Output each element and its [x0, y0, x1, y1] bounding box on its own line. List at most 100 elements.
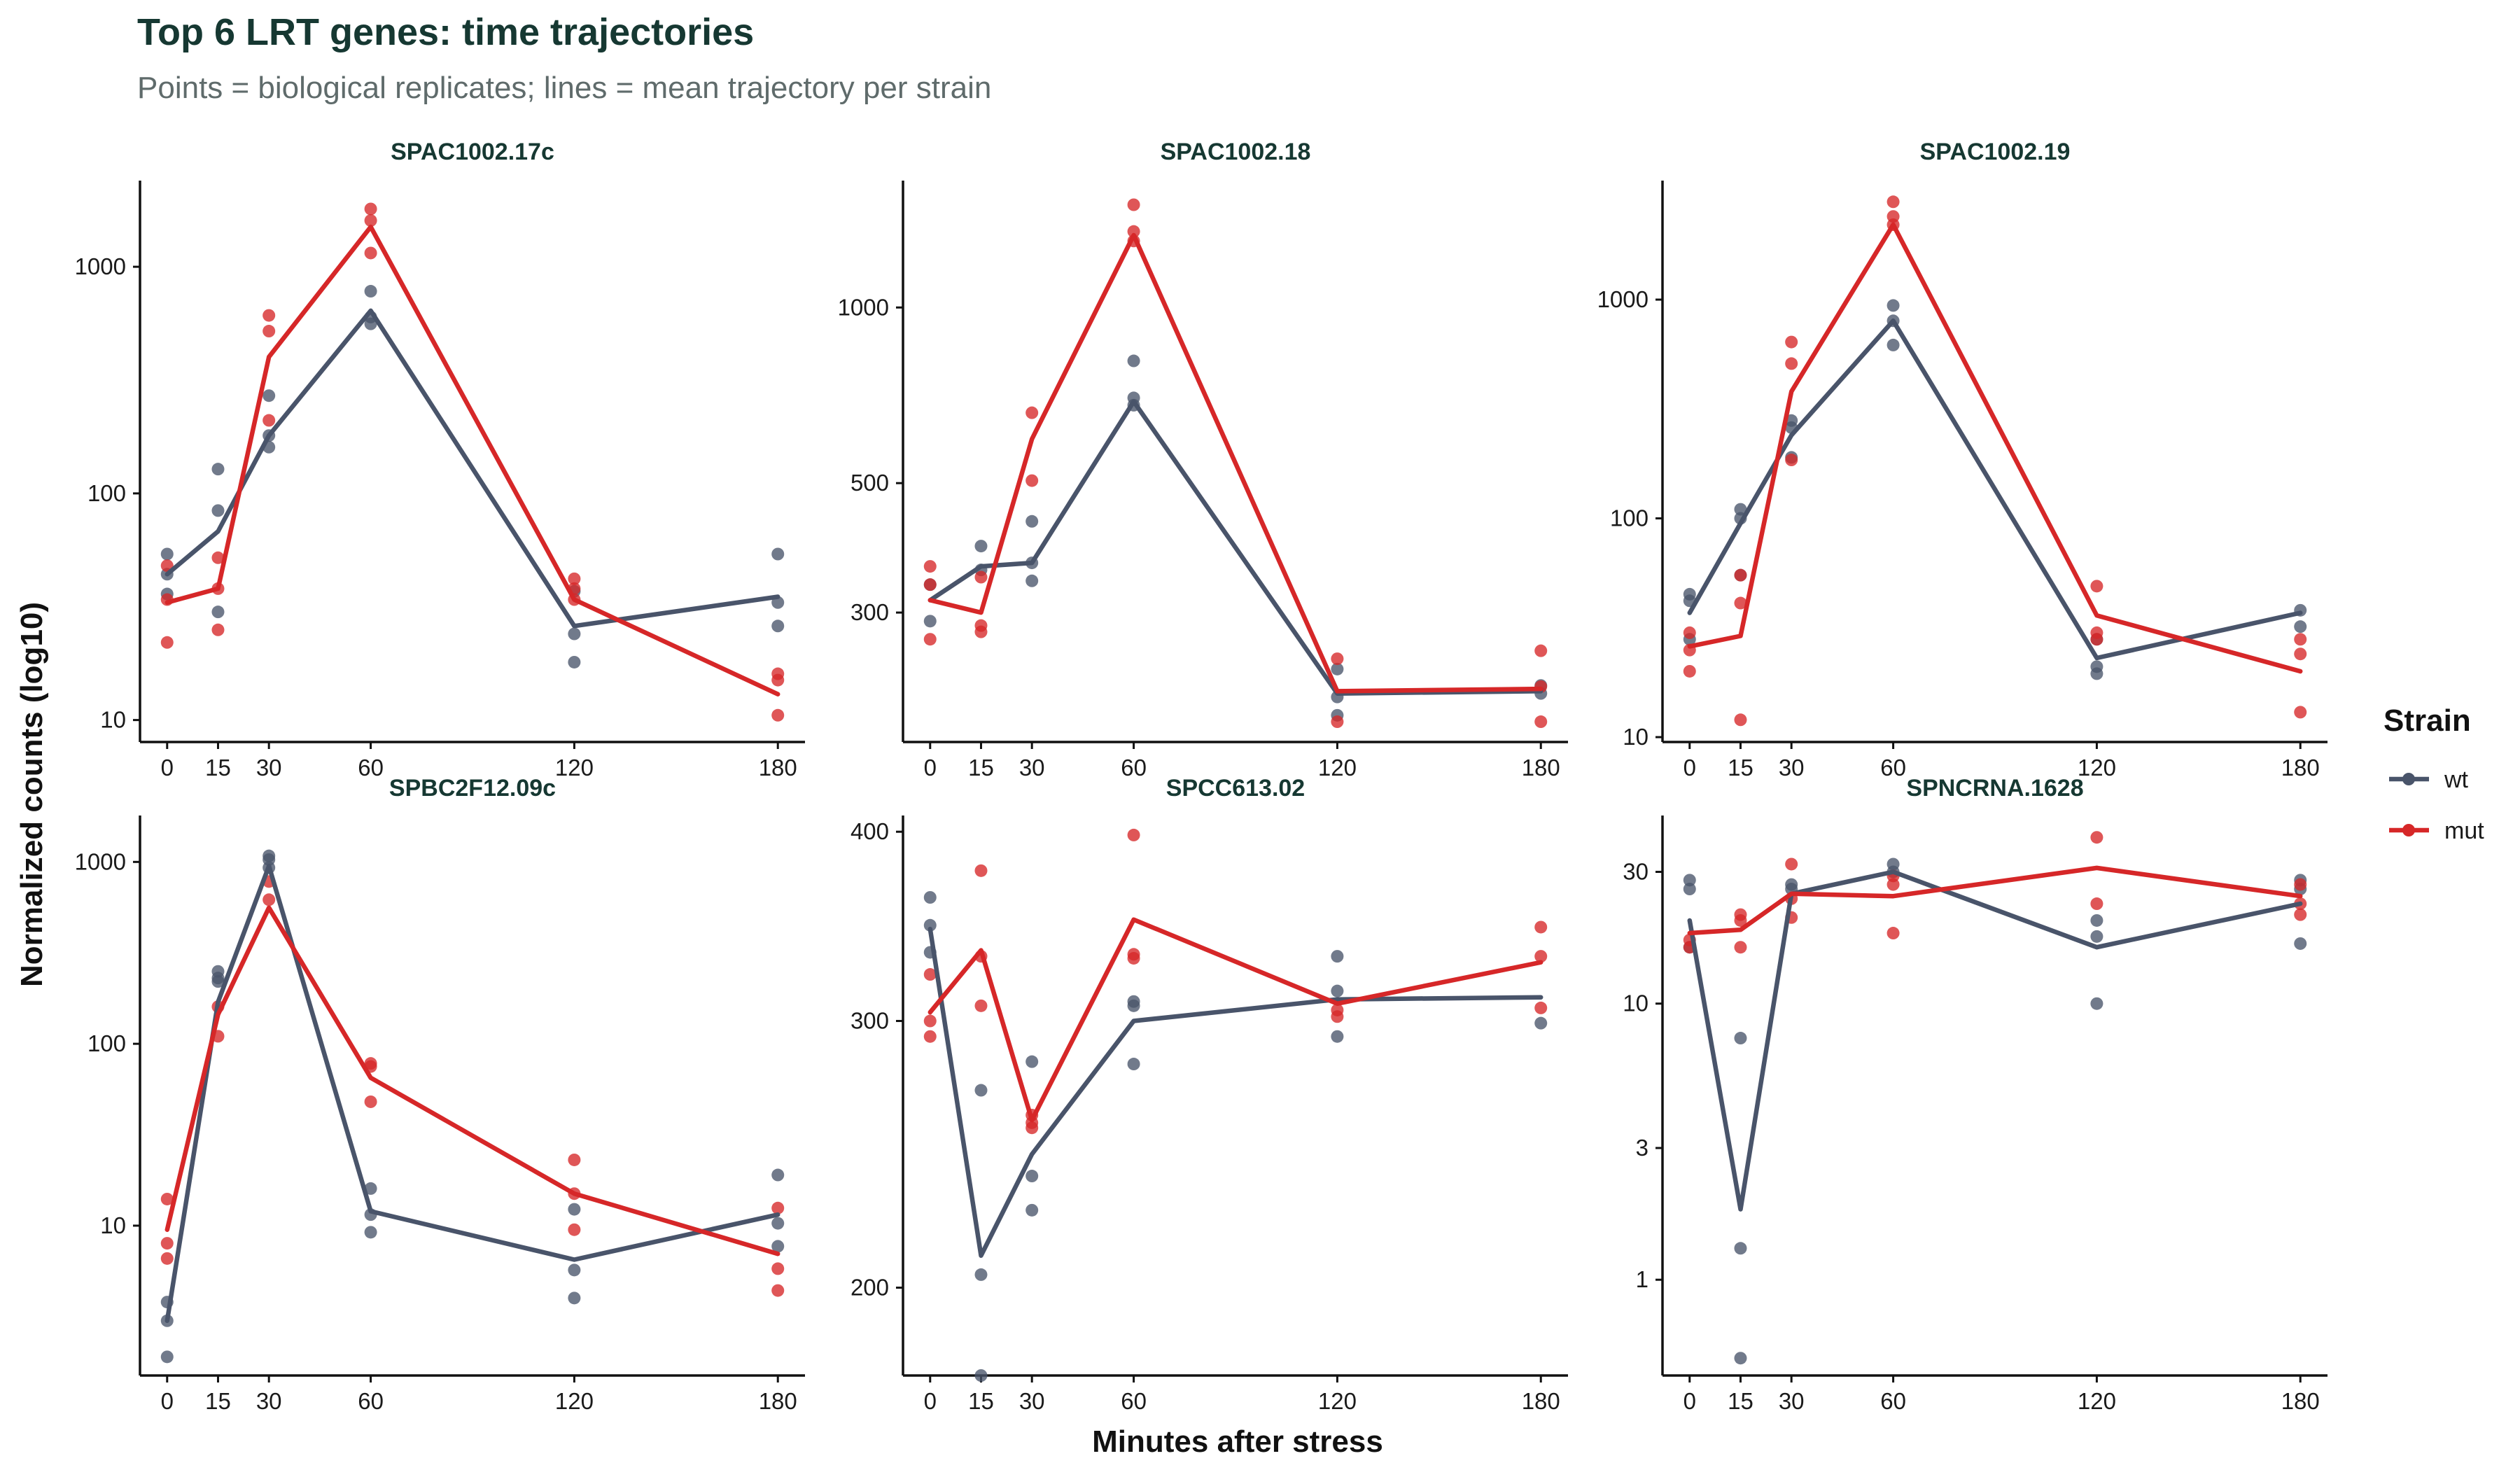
- replicate-point-mut: [364, 202, 377, 216]
- mean-line-wt: [927, 399, 1544, 696]
- x-tick-label: 15: [1728, 1388, 1754, 1414]
- replicate-point-wt: [364, 285, 377, 298]
- y-tick-label: 1: [1636, 1266, 1648, 1292]
- replicate-point-wt: [2090, 913, 2104, 927]
- y-tick-label: 500: [850, 470, 889, 496]
- replicate-point-mut: [1534, 644, 1548, 657]
- replicate-point-mut: [2294, 633, 2307, 646]
- replicate-point-mut: [1127, 828, 1140, 841]
- legend-item-wt: wt: [2389, 766, 2469, 793]
- replicate-point-wt: [160, 547, 174, 561]
- legend-key-point: [2402, 824, 2415, 836]
- replicate-point-wt: [771, 1168, 785, 1182]
- replicate-point-mut: [262, 893, 276, 906]
- replicate-point-wt: [364, 317, 377, 330]
- replicate-point-mut: [364, 246, 377, 260]
- replicate-point-mut: [160, 1252, 174, 1265]
- y-tick-label: 300: [850, 599, 889, 625]
- replicate-point-mut: [1785, 357, 1798, 370]
- replicate-point-wt: [1734, 503, 1747, 516]
- replicate-point-mut: [568, 1223, 581, 1236]
- mean-line-wt: [1687, 869, 2303, 1212]
- replicate-point-wt: [1886, 299, 1900, 312]
- replicate-point-mut: [974, 570, 988, 584]
- replicate-point-wt: [974, 1369, 988, 1382]
- replicate-point-mut: [364, 214, 377, 227]
- x-tick-label: 120: [2078, 755, 2116, 780]
- replicate-point-wt: [1886, 338, 1900, 351]
- replicate-point-mut: [211, 623, 225, 636]
- legend: Strain wt mut: [2384, 704, 2484, 844]
- replicate-point-wt: [568, 655, 581, 668]
- replicate-point-mut: [211, 551, 225, 564]
- replicate-point-wt: [211, 504, 225, 517]
- y-tick-label: 400: [850, 818, 889, 844]
- y-tick-label: 10: [100, 707, 126, 733]
- replicate-point-mut: [1683, 626, 1696, 639]
- x-axis-title: Minutes after stress: [1092, 1424, 1383, 1459]
- mean-line-wt: [164, 308, 780, 629]
- x-tick-label: 180: [2281, 1388, 2320, 1414]
- x-tick-label: 180: [759, 1388, 797, 1414]
- replicate-point-mut: [160, 636, 174, 649]
- facet-strip-label: SPAC1002.17c: [391, 139, 554, 165]
- y-tick-label: 100: [88, 1030, 126, 1056]
- replicate-point-mut: [1026, 474, 1039, 487]
- replicate-point-mut: [1734, 568, 1747, 582]
- mean-line-mut: [1687, 222, 2303, 674]
- y-tick-label: 100: [88, 480, 126, 506]
- replicate-point-wt: [771, 620, 785, 633]
- replicate-point-mut: [1026, 1121, 1039, 1135]
- replicate-point-wt: [1127, 1058, 1140, 1071]
- x-tick-label: 60: [1880, 1388, 1906, 1414]
- replicate-point-wt: [1734, 1032, 1747, 1045]
- legend-item-mut: mut: [2389, 818, 2484, 844]
- replicate-point-mut: [1534, 715, 1548, 729]
- x-tick-label: 60: [358, 755, 384, 780]
- replicate-point-mut: [923, 1014, 937, 1028]
- y-tick-label: 10: [1623, 990, 1648, 1016]
- replicate-point-wt: [2090, 930, 2104, 943]
- x-tick-label: 120: [2078, 1388, 2116, 1414]
- replicate-point-mut: [771, 1201, 785, 1214]
- replicate-point-mut: [364, 1095, 377, 1108]
- replicate-point-wt: [2090, 667, 2104, 680]
- x-tick-label: 0: [161, 755, 174, 780]
- replicate-point-mut: [1734, 596, 1747, 610]
- replicate-point-wt: [974, 540, 988, 553]
- facet-spcc613-02: SPCC613.02 200 300 400 0 15 30 60 120 180: [850, 775, 1568, 1414]
- y-axis-title: Normalized counts (log10): [15, 602, 49, 987]
- replicate-point-wt: [771, 547, 785, 561]
- replicate-point-mut: [1127, 198, 1140, 211]
- replicate-point-mut: [2294, 878, 2307, 891]
- facet-strip-label: SPCC613.02: [1166, 775, 1305, 802]
- mean-line-mut: [927, 917, 1544, 1123]
- replicate-point-wt: [568, 627, 581, 640]
- replicate-point-wt: [1534, 1016, 1548, 1030]
- x-tick-label: 180: [759, 755, 797, 780]
- facet-spncrna-1628: SPNCRNA.1628 1 3 10 30 0 15 30 60 120 180: [1623, 775, 2328, 1414]
- replicate-point-mut: [160, 1237, 174, 1250]
- x-tick-label: 0: [1684, 755, 1696, 780]
- y-tick-label: 200: [850, 1275, 889, 1301]
- replicate-point-mut: [1886, 195, 1900, 209]
- replicate-point-wt: [568, 1203, 581, 1216]
- replicate-point-mut: [1734, 941, 1747, 954]
- replicate-point-mut: [974, 864, 988, 877]
- replicate-point-wt: [771, 1217, 785, 1230]
- x-tick-label: 30: [1019, 1388, 1045, 1414]
- replicate-point-mut: [2090, 897, 2104, 911]
- y-tick-label: 3: [1636, 1135, 1648, 1161]
- replicate-point-mut: [923, 968, 937, 981]
- x-tick-label: 120: [555, 1388, 594, 1414]
- replicate-point-wt: [1127, 999, 1140, 1012]
- replicate-point-mut: [1534, 920, 1548, 934]
- x-tick-label: 60: [1880, 755, 1906, 780]
- facet-strip-label: SPBC2F12.09c: [389, 775, 556, 802]
- mean-line-mut: [164, 905, 780, 1256]
- replicate-point-wt: [923, 615, 937, 628]
- replicate-point-wt: [1331, 984, 1344, 997]
- replicate-point-mut: [1683, 664, 1696, 678]
- replicate-point-mut: [1534, 1001, 1548, 1014]
